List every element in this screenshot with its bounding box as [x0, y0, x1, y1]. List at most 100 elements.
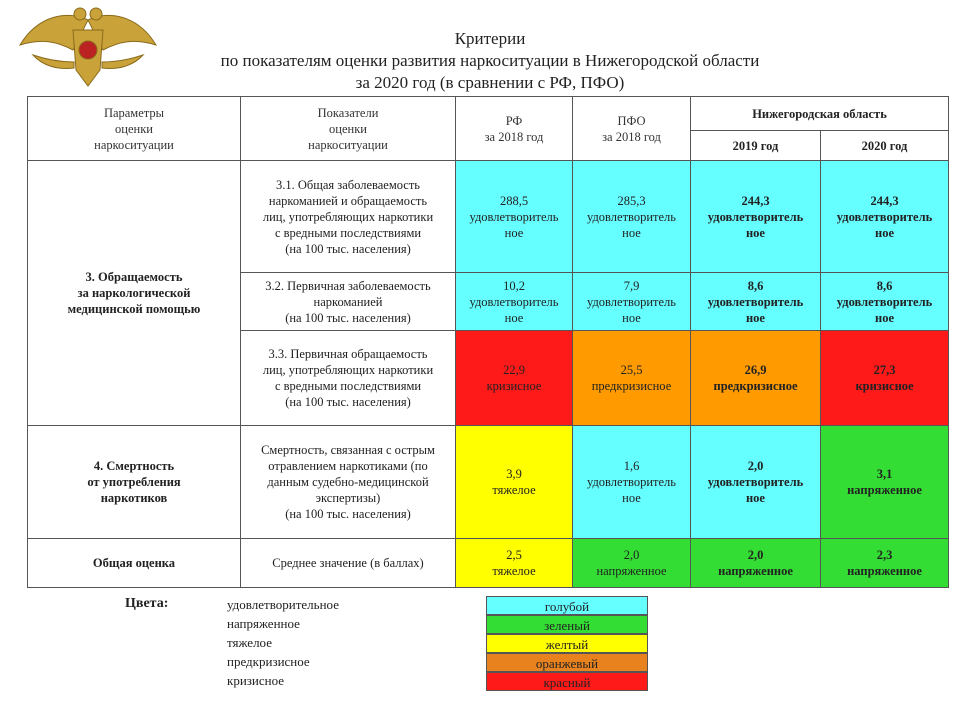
indicator-cell: 3.3. Первичная обращаемость лиц, употребл… [240, 330, 456, 426]
value-cell: 10,2 удовлетворитель ное [455, 272, 573, 331]
value-cell: 2,0 напряженное [690, 538, 821, 588]
legend-status: кризисное [227, 673, 285, 688]
value: 3,9 [506, 467, 522, 481]
value: 10,2 [503, 278, 525, 293]
indicator-line: данным судебно-медицинской [267, 475, 429, 489]
value: 2,3 [876, 548, 893, 562]
status-line: удовлетворитель [836, 294, 933, 309]
legend-status: напряженное [227, 616, 300, 631]
value: 8,6 [747, 278, 764, 293]
emblem [18, 7, 158, 87]
value: 25,5 [620, 363, 643, 377]
indicator-line: экспертизы) [315, 491, 381, 505]
value-cell: 2,5 тяжелое [455, 538, 573, 588]
title: Критерии по показателям оценки развития н… [180, 28, 800, 94]
value: 7,9 [623, 278, 640, 293]
legend-status: удовлетворительное [227, 597, 339, 612]
header-cell: Нижегородская область [689, 96, 950, 131]
value: 26,9 [744, 363, 767, 377]
value: 285,3 [617, 193, 646, 208]
value-cell: 8,6 удовлетворитель ное [819, 272, 950, 331]
group-line: медицинской помощью [67, 302, 201, 316]
legend-swatch: голубой [486, 596, 648, 615]
indicator-line: (на 100 тыс. населения) [285, 507, 411, 521]
indicator-line: (на 100 тыс. населения) [285, 395, 411, 409]
value: 2,0 [623, 548, 640, 562]
indicator-line: 3.3. Первичная обращаемость [268, 347, 428, 361]
value-cell: 2,0 напряженное [572, 538, 691, 588]
status-line: ное [745, 491, 765, 505]
header-row: 2019 год 2020 год [28, 130, 950, 161]
indicator-line: наркоманией и обращаемость [268, 193, 428, 208]
header-line: Параметры [103, 105, 165, 120]
value-cell: 27,3 кризисное [819, 330, 950, 426]
indicator-line: Среднее значение (в баллах) [272, 556, 424, 570]
indicator-cell: 3.2. Первичная заболеваемость наркоманией… [240, 272, 456, 331]
value-cell: 22,9 кризисное [455, 330, 573, 426]
status-line: ное [504, 225, 524, 240]
status-line: напряженное [718, 564, 793, 578]
value-cell: 7,9 удовлетворитель ное [572, 272, 691, 331]
legend-swatch: желтый [486, 634, 648, 653]
value-cell: 288,5 удовлетворитель ное [455, 160, 573, 273]
value-cell: 25,5 предкризисное [572, 330, 691, 426]
indicator-line: Смертность, связанная с острым [261, 443, 435, 457]
status-line: тяжелое [492, 483, 536, 497]
status-line: предкризисное [591, 379, 672, 393]
status-line: удовлетворитель [469, 209, 559, 224]
group-line: за наркологической [77, 286, 191, 300]
indicator-line: лиц, употребляющих наркотики [262, 209, 434, 224]
status-line: ное [504, 310, 524, 325]
group-line: от употребления [87, 475, 181, 489]
status-line: ное [745, 310, 765, 325]
status-line: удовлетворитель [836, 209, 933, 224]
table-row: 3.3. Первичная обращаемость лиц, употребл… [28, 330, 950, 426]
value: 2,0 [747, 459, 764, 473]
header-line: оценки [329, 121, 367, 136]
status-line: ное [622, 225, 641, 240]
status-line: ное [875, 225, 895, 240]
group-cell: 3. Обращаемость за наркологической медицин… [27, 160, 241, 426]
title-line: Критерии [454, 29, 526, 48]
status-line: кризисное [486, 379, 542, 393]
table-row: Общая оценка Среднее значение (в баллах) 2… [27, 538, 950, 588]
header-cell: РФ за 2018 год [455, 96, 573, 161]
status-line: ное [875, 310, 895, 325]
value: 3,1 [876, 467, 893, 481]
value-cell: 8,6 удовлетворитель ное [690, 272, 821, 331]
indicator-line: (на 100 тыс. населения) [285, 241, 411, 256]
legend-label: Цвета: [125, 596, 169, 611]
header-row: Параметры оценки наркоситуации Показатели оц… [27, 96, 950, 161]
group-line: 3. Обращаемость [85, 270, 183, 284]
table-row: 3.2. Первичная заболеваемость наркоманией… [28, 272, 950, 331]
value: 1,6 [623, 459, 640, 473]
header-line: наркоситуации [94, 137, 174, 152]
header-line: за 2018 год [484, 129, 544, 144]
status-line: удовлетворитель [586, 209, 676, 224]
value: 244,3 [741, 193, 770, 208]
status-line: удовлетворитель [586, 294, 676, 309]
title-line: по показателям оценки развития наркоситу… [220, 51, 760, 70]
value-cell: 244,3 удовлетворитель ное [819, 160, 950, 273]
legend-swatch: красный [486, 672, 648, 691]
status-line: удовлетворитель [469, 294, 559, 309]
header-cell: Показатели оценки наркоситуации [240, 96, 456, 161]
indicator-cell: 3.1. Общая заболеваемость наркоманией и о… [240, 160, 456, 273]
value: 8,6 [876, 278, 893, 293]
status-line: удовлетворитель [707, 294, 804, 309]
legend-status: предкризисное [227, 654, 310, 669]
status-line: тяжелое [492, 564, 536, 578]
header-cell: 2019 год [690, 130, 821, 161]
status-line: кризисное [855, 379, 914, 393]
legend-status: тяжелое [227, 635, 272, 650]
value: 2,0 [747, 548, 764, 562]
indicator-line: 3.2. Первичная заболеваемость [265, 278, 431, 293]
status-line: напряженное [847, 564, 922, 578]
value: 22,9 [503, 363, 525, 377]
group-line: наркотиков [100, 491, 168, 505]
legend-swatch: зеленый [486, 615, 648, 634]
group-line: Общая оценка [92, 556, 176, 570]
header-line: наркоситуации [308, 137, 388, 152]
legend-swatch: оранжевый [486, 653, 648, 672]
